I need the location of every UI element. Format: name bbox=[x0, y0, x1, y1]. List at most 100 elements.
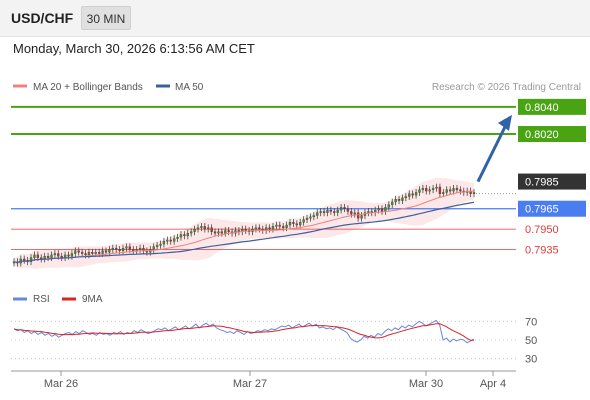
candle-body bbox=[367, 211, 370, 213]
candle-body bbox=[29, 257, 33, 262]
candle-body bbox=[411, 193, 414, 196]
candle-body bbox=[401, 197, 404, 201]
candle-body bbox=[193, 228, 196, 232]
candle-body bbox=[394, 199, 397, 203]
candle-body bbox=[169, 239, 172, 242]
candle-body bbox=[448, 189, 452, 192]
rsi-tick-label: 30 bbox=[525, 354, 537, 366]
candle-body bbox=[329, 209, 333, 212]
ma50-line bbox=[13, 201, 475, 264]
candle-body bbox=[360, 215, 363, 219]
candle-body bbox=[326, 209, 329, 213]
last-price-label: 0.7985 bbox=[525, 177, 559, 189]
candle-body bbox=[80, 252, 84, 254]
candle-body bbox=[190, 231, 193, 234]
candle-body bbox=[295, 223, 298, 226]
candle-body bbox=[333, 211, 336, 213]
candle-body bbox=[309, 216, 312, 219]
candle-body bbox=[176, 237, 179, 239]
candle-body bbox=[60, 256, 63, 258]
rsi-legend-label: RSI bbox=[33, 294, 50, 305]
last-price-badge bbox=[518, 173, 586, 190]
candle-body bbox=[435, 186, 438, 189]
candle-body bbox=[459, 189, 462, 192]
x-tick-label: Mar 30 bbox=[409, 378, 443, 390]
candle-body bbox=[282, 226, 285, 228]
candle-body bbox=[203, 226, 206, 230]
candle-body bbox=[91, 252, 94, 254]
candle-body bbox=[305, 218, 309, 220]
candle-body bbox=[186, 233, 189, 237]
candle-body bbox=[108, 249, 111, 253]
support-label: 0.7965 bbox=[525, 204, 559, 216]
candle-body bbox=[258, 227, 261, 230]
candle-body bbox=[132, 249, 135, 251]
candle-body bbox=[356, 212, 360, 219]
candle-body bbox=[200, 226, 203, 228]
candle-body bbox=[166, 239, 169, 242]
rsi-ma-legend-label: 9MA bbox=[82, 294, 103, 305]
candle-body bbox=[438, 186, 442, 194]
candle-body bbox=[387, 204, 390, 208]
rsi-tick-label: 50 bbox=[525, 335, 537, 347]
candle-body bbox=[322, 211, 326, 213]
candle-body bbox=[87, 252, 91, 256]
x-tick-label: Mar 26 bbox=[44, 378, 78, 390]
candle-body bbox=[445, 189, 448, 193]
candle-body bbox=[101, 250, 104, 254]
candle-body bbox=[336, 209, 339, 213]
candle-body bbox=[384, 207, 387, 212]
resistance-label: 0.8040 bbox=[525, 102, 559, 114]
candle-body bbox=[196, 227, 200, 230]
minor-level-label: 0.7935 bbox=[525, 244, 559, 256]
x-tick-label: Mar 27 bbox=[233, 378, 267, 390]
candle-body bbox=[244, 228, 247, 231]
candle-body bbox=[418, 189, 421, 193]
candle-body bbox=[183, 234, 186, 237]
candle-body bbox=[278, 224, 281, 227]
candle-body bbox=[319, 211, 322, 213]
candle-body bbox=[63, 254, 67, 258]
forecast-arrow-shaft bbox=[476, 124, 508, 183]
candle-body bbox=[346, 208, 350, 212]
ma20-legend-label: MA 20 + Bollinger Bands bbox=[33, 82, 143, 93]
candle-body bbox=[98, 252, 101, 254]
candle-body bbox=[77, 250, 80, 253]
candle-body bbox=[172, 238, 176, 242]
candle-body bbox=[70, 253, 74, 257]
candle-body bbox=[74, 250, 77, 254]
candle-body bbox=[312, 215, 316, 218]
candle-body bbox=[94, 252, 97, 254]
candle-body bbox=[36, 254, 40, 258]
rsi-tick-label: 70 bbox=[525, 316, 537, 328]
minor-level-label: 0.7950 bbox=[525, 224, 559, 236]
forecast-arrow-head bbox=[498, 114, 512, 131]
candle-body bbox=[128, 246, 132, 250]
candle-body bbox=[46, 256, 50, 258]
candle-body bbox=[472, 192, 476, 194]
candle-body bbox=[104, 250, 108, 253]
candle-body bbox=[159, 243, 162, 246]
candle-body bbox=[353, 212, 356, 215]
candle-body bbox=[50, 254, 53, 258]
timeframe-button[interactable]: 30 MIN bbox=[81, 6, 131, 30]
candle-body bbox=[275, 224, 278, 227]
rsi-line bbox=[13, 319, 475, 344]
candle-body bbox=[111, 247, 114, 250]
candle-body bbox=[152, 246, 155, 250]
candle-body bbox=[391, 201, 394, 205]
candle-body bbox=[179, 234, 183, 238]
candle-body bbox=[23, 258, 26, 261]
candle-body bbox=[404, 196, 408, 199]
candle-body bbox=[377, 208, 380, 211]
header-bar: USD/CHF 30 MIN bbox=[0, 0, 590, 37]
candle-body bbox=[121, 247, 125, 251]
ma20-line bbox=[13, 190, 475, 263]
candle-body bbox=[408, 193, 411, 197]
candle-body bbox=[421, 188, 425, 190]
candle-body bbox=[288, 222, 292, 226]
candle-body bbox=[224, 230, 227, 234]
candle-body bbox=[339, 207, 343, 211]
candle-body bbox=[254, 227, 258, 230]
